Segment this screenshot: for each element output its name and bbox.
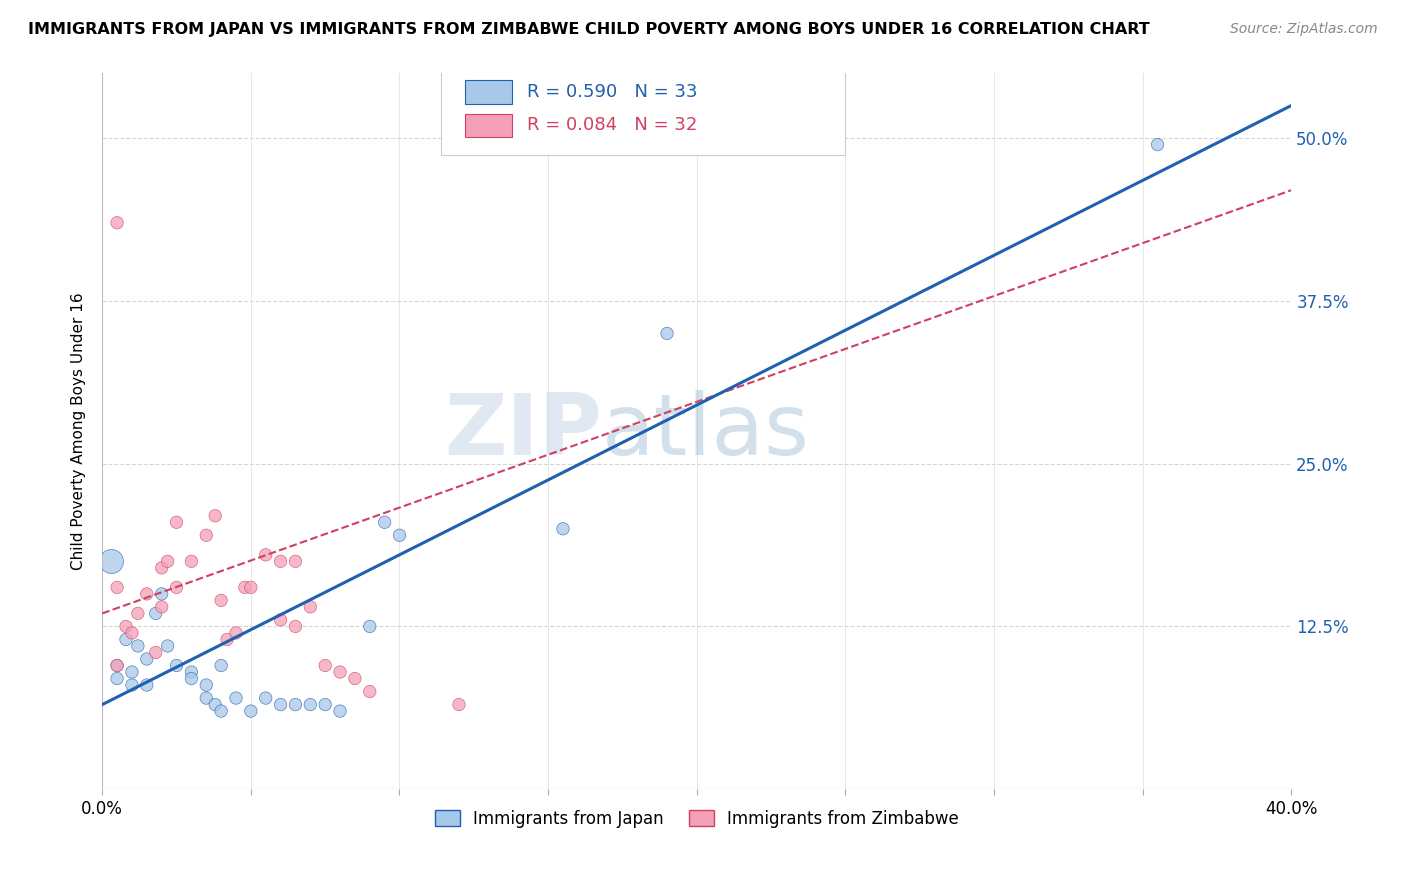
Text: ZIP: ZIP bbox=[444, 390, 602, 473]
Point bbox=[135, 587, 157, 601]
Point bbox=[254, 691, 277, 706]
Point bbox=[105, 672, 128, 686]
Point bbox=[121, 665, 143, 679]
Text: R = 0.590   N = 33: R = 0.590 N = 33 bbox=[527, 83, 697, 101]
Point bbox=[127, 607, 149, 621]
Point bbox=[195, 678, 218, 692]
Point bbox=[359, 619, 381, 633]
Point bbox=[225, 626, 247, 640]
Point bbox=[135, 652, 157, 666]
Point bbox=[655, 326, 678, 341]
Point bbox=[115, 632, 138, 647]
Point bbox=[329, 704, 352, 718]
Point bbox=[121, 678, 143, 692]
Point bbox=[233, 580, 256, 594]
Point bbox=[299, 599, 322, 614]
Point bbox=[115, 619, 138, 633]
Point bbox=[204, 698, 226, 712]
Point bbox=[166, 580, 188, 594]
Point bbox=[314, 658, 336, 673]
Point bbox=[195, 691, 218, 706]
Point bbox=[388, 528, 411, 542]
Text: Source: ZipAtlas.com: Source: ZipAtlas.com bbox=[1230, 22, 1378, 37]
Y-axis label: Child Poverty Among Boys Under 16: Child Poverty Among Boys Under 16 bbox=[72, 293, 86, 570]
Point bbox=[105, 658, 128, 673]
Point bbox=[100, 554, 122, 568]
Point bbox=[145, 607, 167, 621]
Legend: Immigrants from Japan, Immigrants from Zimbabwe: Immigrants from Japan, Immigrants from Z… bbox=[427, 804, 966, 835]
Point bbox=[343, 672, 366, 686]
Point bbox=[447, 698, 470, 712]
Point bbox=[209, 658, 232, 673]
Point bbox=[1146, 137, 1168, 152]
Point bbox=[284, 554, 307, 568]
Point bbox=[166, 658, 188, 673]
Point bbox=[209, 704, 232, 718]
Point bbox=[225, 691, 247, 706]
Text: IMMIGRANTS FROM JAPAN VS IMMIGRANTS FROM ZIMBABWE CHILD POVERTY AMONG BOYS UNDER: IMMIGRANTS FROM JAPAN VS IMMIGRANTS FROM… bbox=[28, 22, 1150, 37]
Text: atlas: atlas bbox=[602, 390, 810, 473]
Point bbox=[284, 619, 307, 633]
Point bbox=[299, 698, 322, 712]
Point bbox=[127, 639, 149, 653]
Point bbox=[359, 684, 381, 698]
FancyBboxPatch shape bbox=[465, 114, 512, 137]
Point bbox=[270, 698, 292, 712]
Text: R = 0.084   N = 32: R = 0.084 N = 32 bbox=[527, 116, 697, 135]
Point bbox=[270, 613, 292, 627]
Point bbox=[204, 508, 226, 523]
Point bbox=[270, 554, 292, 568]
Point bbox=[150, 561, 173, 575]
Point bbox=[239, 704, 262, 718]
Point bbox=[156, 639, 179, 653]
Point bbox=[150, 599, 173, 614]
Point bbox=[156, 554, 179, 568]
Point bbox=[145, 645, 167, 659]
Point bbox=[551, 522, 574, 536]
Point bbox=[195, 528, 218, 542]
Point bbox=[239, 580, 262, 594]
Point bbox=[180, 672, 202, 686]
Point bbox=[314, 698, 336, 712]
Point bbox=[329, 665, 352, 679]
Point bbox=[180, 554, 202, 568]
Point bbox=[105, 216, 128, 230]
Point bbox=[105, 580, 128, 594]
Point bbox=[254, 548, 277, 562]
Point bbox=[180, 665, 202, 679]
Point bbox=[374, 515, 396, 529]
FancyBboxPatch shape bbox=[441, 66, 845, 155]
Point bbox=[150, 587, 173, 601]
Point bbox=[105, 658, 128, 673]
FancyBboxPatch shape bbox=[465, 80, 512, 103]
Point bbox=[166, 515, 188, 529]
Point bbox=[209, 593, 232, 607]
Point bbox=[135, 678, 157, 692]
Point bbox=[217, 632, 239, 647]
Point bbox=[284, 698, 307, 712]
Point bbox=[121, 626, 143, 640]
